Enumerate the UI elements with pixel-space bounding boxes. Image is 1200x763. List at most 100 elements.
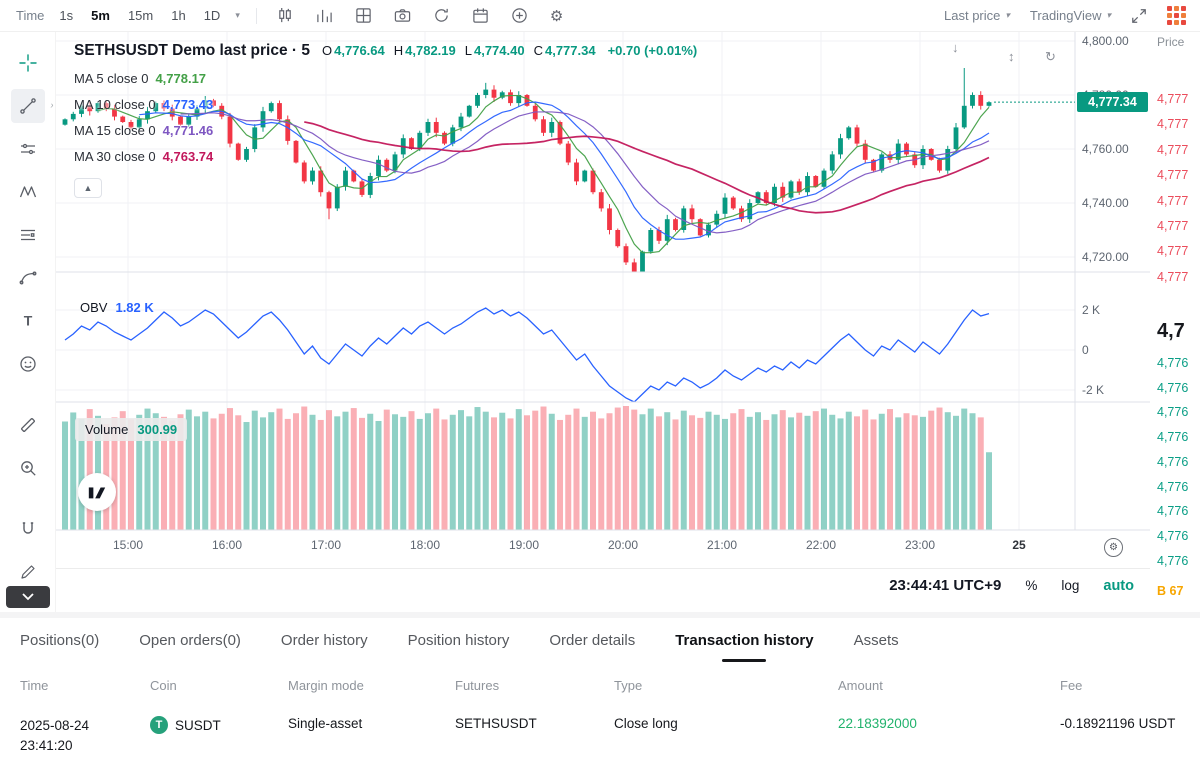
- ruler-tool-icon[interactable]: [11, 408, 45, 442]
- ma-5-row: MA 5 close 0 4,778.17: [74, 71, 207, 86]
- log-scale-button[interactable]: log: [1061, 578, 1080, 593]
- auto-scale-button[interactable]: auto: [1103, 577, 1134, 594]
- pane-restore-icon[interactable]: ↻: [1045, 49, 1056, 64]
- tab-order-details[interactable]: Order details: [549, 631, 636, 649]
- ask-price[interactable]: 4,777: [1157, 219, 1189, 233]
- sidebar-collapse-button[interactable]: [6, 586, 50, 608]
- ask-price[interactable]: 4,777: [1157, 244, 1189, 259]
- legend-collapse-button[interactable]: ▲: [74, 178, 102, 198]
- bid-price[interactable]: 4,776: [1157, 454, 1189, 469]
- calendar-icon[interactable]: [472, 7, 489, 24]
- time-axis-label: 17:00: [310, 538, 342, 552]
- ask-price[interactable]: 4,777: [1157, 193, 1189, 208]
- obv-label: OBV: [80, 300, 108, 315]
- trend-line-tool-icon[interactable]: ›: [10, 89, 54, 123]
- ask-price[interactable]: 4,777: [1157, 92, 1189, 106]
- time-axis-label: 25: [1012, 538, 1026, 552]
- price-axis-label: 4,760.00: [1082, 142, 1129, 156]
- candlestick-icon[interactable]: [277, 7, 294, 24]
- add-circle-icon[interactable]: [511, 7, 528, 24]
- ohlc-values: O 4,776.64 H 4,782.19 L 4,774.40 C 4,777.34: [322, 43, 596, 58]
- volume-label: Volume: [85, 422, 129, 437]
- last-price-tag: 4,777.34: [1077, 92, 1148, 112]
- emoji-tool-icon[interactable]: [11, 347, 45, 381]
- settings-icon[interactable]: ⚙: [549, 7, 564, 25]
- chart-title: SETHSUSDT Demo last price · 5: [74, 42, 311, 59]
- tool-expand-chevron-icon[interactable]: ›: [50, 100, 54, 110]
- timezone-settings-icon[interactable]: ⚙: [1104, 538, 1123, 557]
- time-axis-label: 18:00: [409, 538, 441, 552]
- horizontal-line-tool-icon[interactable]: [11, 132, 45, 166]
- interval-switcher: 1s 5m 15m 1h 1D: [52, 6, 227, 25]
- scroll-to-latest-icon[interactable]: ↓: [952, 40, 959, 55]
- tab-transaction-history[interactable]: Transaction history: [675, 618, 813, 662]
- tab-position-history[interactable]: Position history: [407, 631, 510, 649]
- orderbook-strip: Price 4,777 4,777 4,777 4,777 4,777 4,777 4,77…: [1155, 32, 1200, 612]
- orderbook-mid-price: 4,7: [1157, 320, 1185, 342]
- tradingview-logo[interactable]: [78, 473, 116, 511]
- bid-price[interactable]: 4,776: [1157, 479, 1189, 494]
- bid-price[interactable]: 4,776: [1157, 356, 1189, 370]
- interval-1D[interactable]: 1D: [203, 8, 221, 23]
- app-grid-icon[interactable]: [1167, 6, 1186, 25]
- indicators-icon[interactable]: [316, 7, 333, 24]
- toolbar-divider: [255, 7, 257, 24]
- time-axis-label: 15:00: [112, 538, 144, 552]
- cell-time: 2025-08-24 23:41:20: [20, 718, 90, 753]
- usdt-icon: T: [150, 716, 168, 734]
- tab-open-orders-0[interactable]: Open orders(0): [139, 631, 241, 649]
- replay-icon[interactable]: [433, 7, 450, 24]
- grid-layout-icon[interactable]: [355, 7, 372, 24]
- table-header-row: Time Coin Margin mode Futures Type Amount Fee: [0, 678, 1200, 704]
- interval-5m[interactable]: 5m: [91, 8, 110, 23]
- bid-price[interactable]: 4,776: [1157, 380, 1189, 395]
- price-chart[interactable]: [56, 32, 1150, 612]
- bid-price[interactable]: 4,776: [1157, 504, 1189, 519]
- cell-fee: -0.18921196 USDT: [1060, 716, 1176, 731]
- percent-scale-button[interactable]: %: [1025, 578, 1038, 593]
- pane-maximize-icon[interactable]: ↕: [1008, 49, 1015, 64]
- bid-price[interactable]: 4,776: [1157, 430, 1189, 445]
- zoom-in-tool-icon[interactable]: [11, 451, 45, 485]
- svg-text:T: T: [23, 313, 32, 329]
- obv-axis-label: 0: [1082, 343, 1089, 357]
- xabcd-pattern-tool-icon[interactable]: [11, 175, 45, 209]
- obv-axis-label: -2 K: [1082, 383, 1105, 397]
- price-source-select[interactable]: Last price ▾: [944, 8, 1010, 23]
- session-clock[interactable]: 23:44:41 UTC+9: [889, 577, 1002, 594]
- chevron-down-icon: ▾: [1005, 10, 1010, 20]
- ask-price[interactable]: 4,777: [1157, 168, 1189, 183]
- tradingview-select[interactable]: TradingView ▾: [1030, 8, 1111, 23]
- cell-margin-mode: Single-asset: [288, 716, 363, 731]
- tab-positions-0[interactable]: Positions(0): [20, 631, 100, 649]
- fib-retracement-tool-icon[interactable]: [11, 218, 45, 252]
- chart-area[interactable]: SETHSUSDT Demo last price · 5 O 4,776.64 H…: [56, 32, 1150, 612]
- bid-price[interactable]: 4,776: [1157, 553, 1189, 568]
- interval-dropdown-caret[interactable]: ▾: [235, 10, 240, 20]
- brush-tool-icon[interactable]: [11, 261, 45, 295]
- ask-price[interactable]: 4,777: [1157, 269, 1189, 284]
- interval-15m[interactable]: 15m: [127, 8, 154, 23]
- interval-1h[interactable]: 1h: [171, 8, 186, 23]
- time-label[interactable]: Time: [16, 8, 45, 23]
- magnet-tool-icon[interactable]: [11, 512, 45, 546]
- ask-price[interactable]: 4,777: [1157, 142, 1189, 157]
- time-axis-label: 19:00: [508, 538, 540, 552]
- tab-order-history[interactable]: Order history: [280, 631, 368, 649]
- column-header-margin-mode: Margin mode: [288, 678, 364, 693]
- obv-axis-label: 2 K: [1082, 303, 1101, 317]
- price-axis-label: 4,740.00: [1082, 196, 1129, 210]
- ask-price[interactable]: 4,777: [1157, 117, 1189, 132]
- bid-price[interactable]: 4,776: [1157, 528, 1189, 543]
- edit-tool-icon[interactable]: [11, 555, 45, 589]
- time-axis-label: 20:00: [607, 538, 639, 552]
- interval-1s[interactable]: 1s: [59, 8, 74, 23]
- bid-price[interactable]: 4,776: [1157, 405, 1189, 420]
- chart-legend: SETHSUSDT Demo last price · 5 O 4,776.64 H…: [74, 42, 697, 198]
- text-tool-icon[interactable]: T: [11, 304, 45, 338]
- crosshair-tool-icon[interactable]: [11, 46, 45, 80]
- camera-icon[interactable]: [394, 7, 411, 24]
- fullscreen-icon[interactable]: [1131, 8, 1147, 24]
- top-toolbar: Time 1s 5m 15m 1h 1D ▾ ⚙ Last price ▾ Trading…: [0, 0, 1200, 32]
- tab-assets[interactable]: Assets: [853, 631, 899, 649]
